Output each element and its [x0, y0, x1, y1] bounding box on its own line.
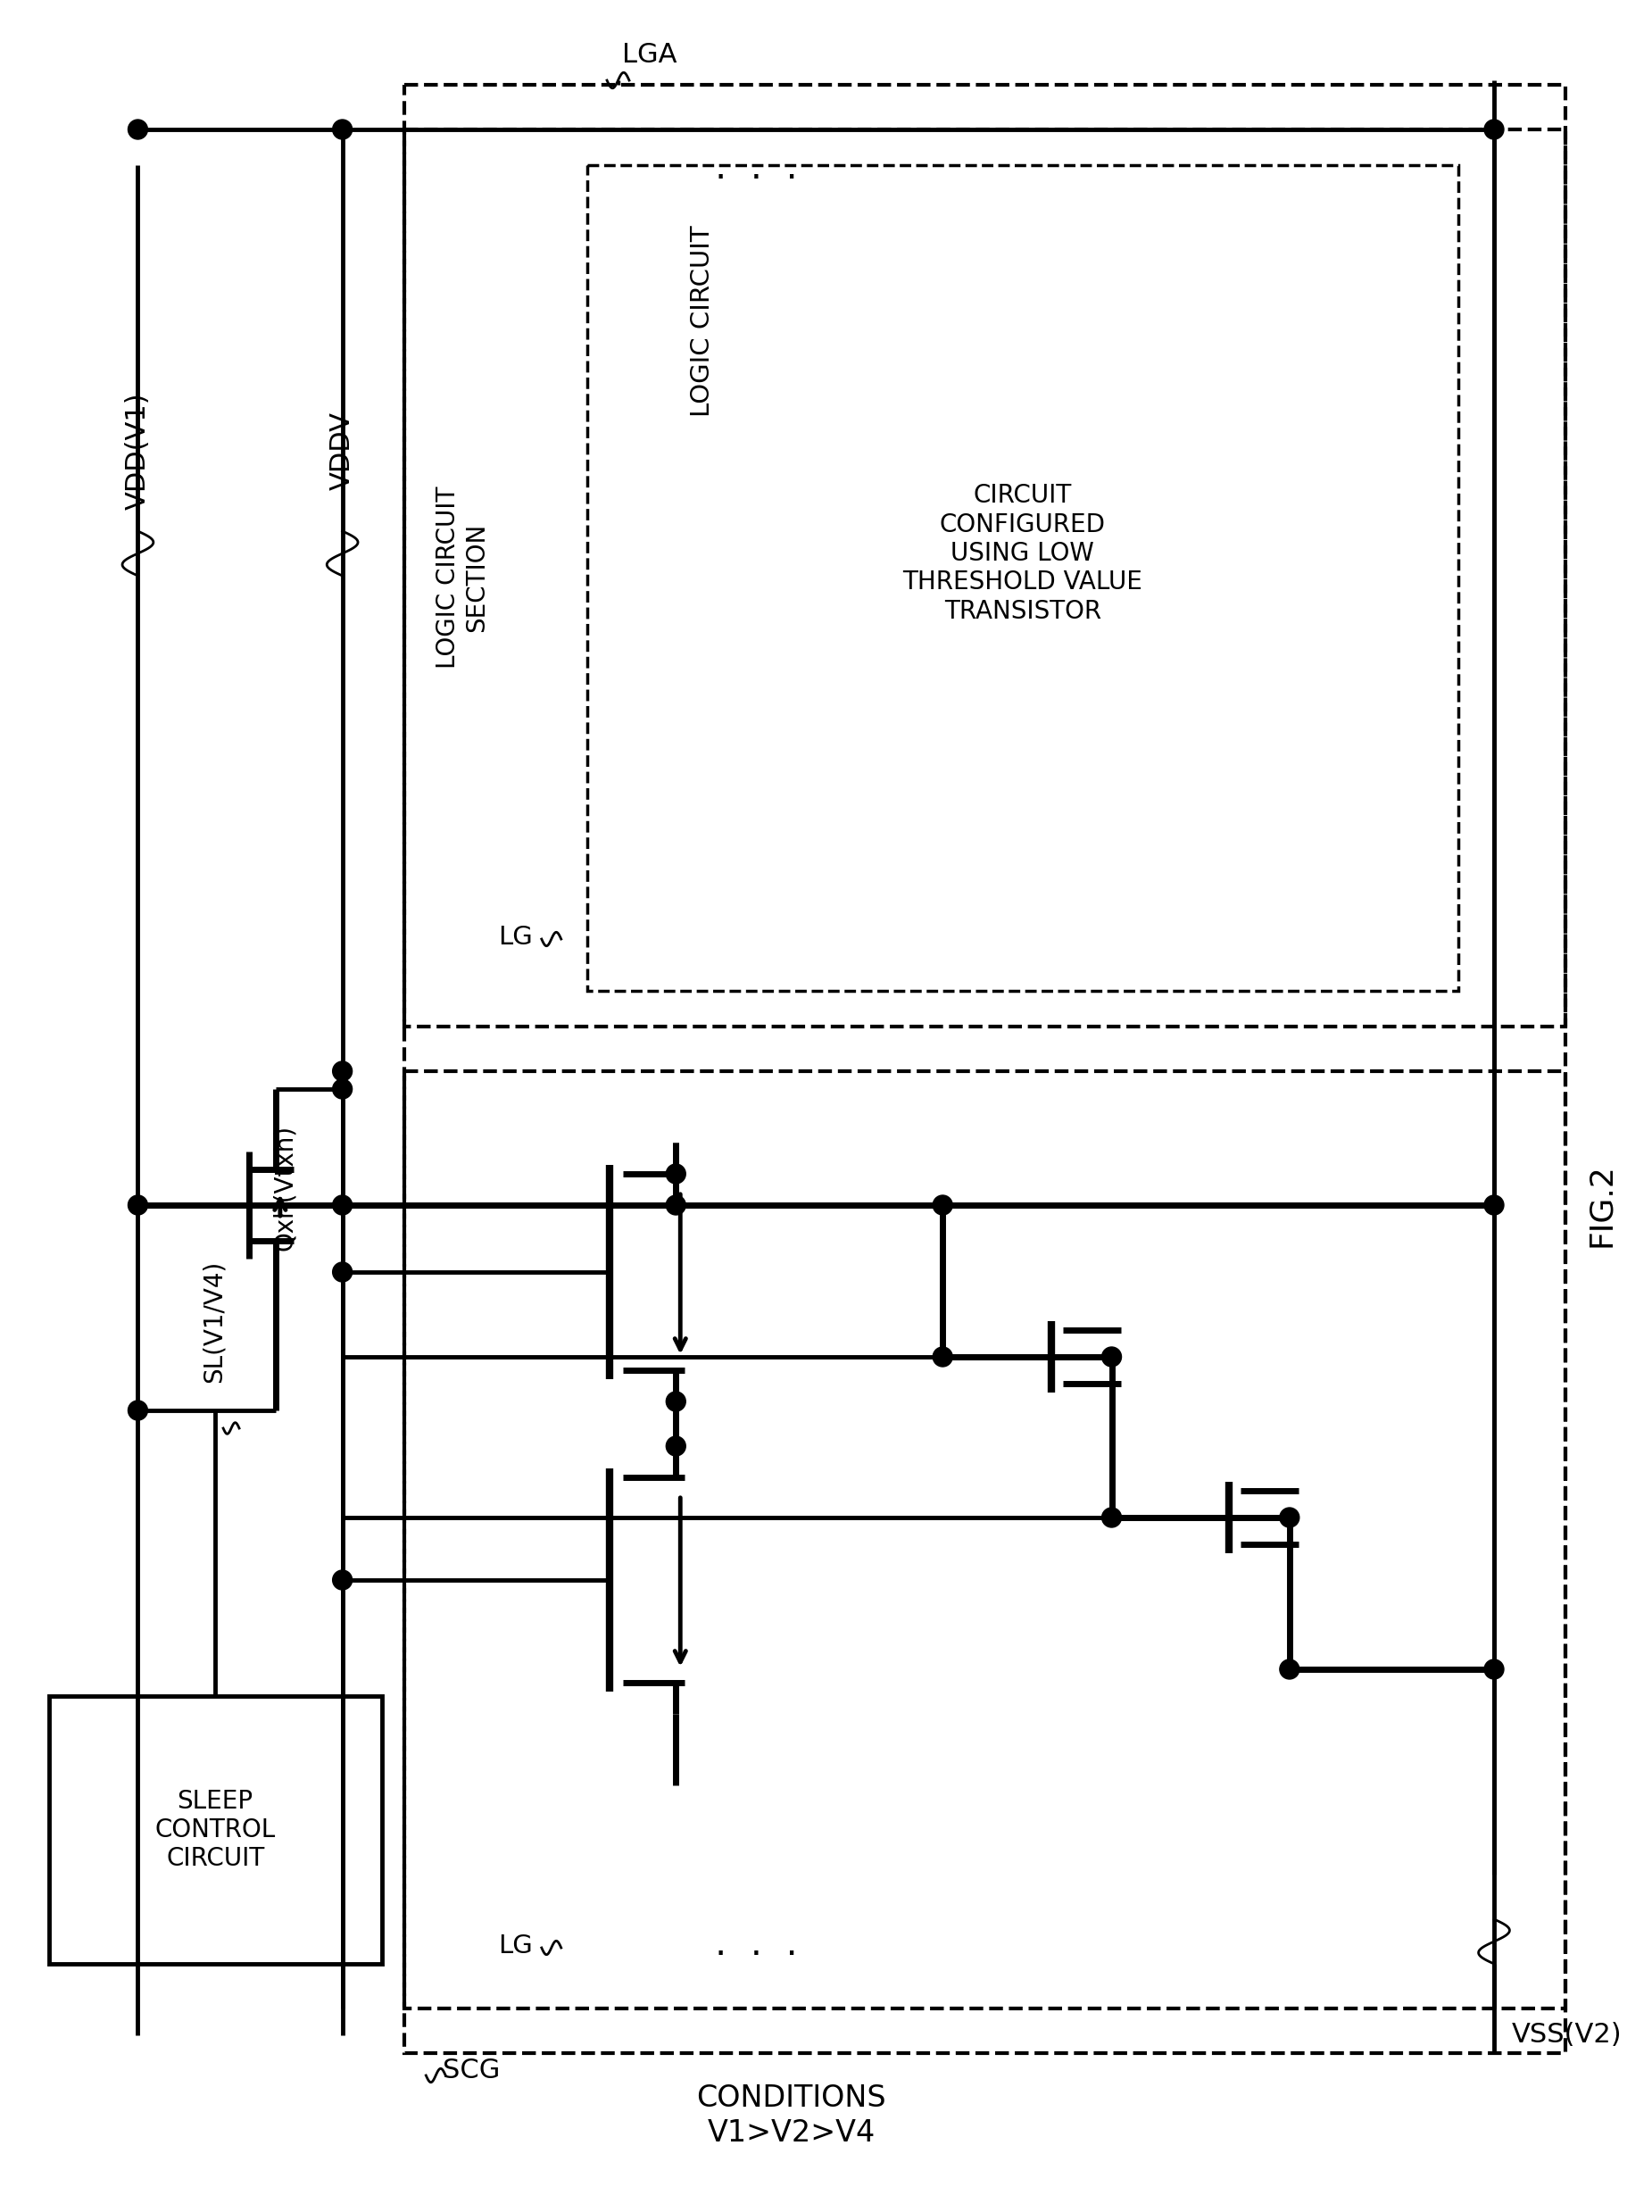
Bar — [405, 1071, 1564, 2008]
Text: LG: LG — [499, 1933, 534, 1958]
Circle shape — [332, 1062, 352, 1082]
Circle shape — [1102, 1347, 1122, 1367]
Text: LG: LG — [499, 925, 534, 949]
Circle shape — [332, 1079, 352, 1099]
Text: LGA: LGA — [621, 42, 677, 69]
Circle shape — [332, 1194, 352, 1214]
Text: FIG.2: FIG.2 — [1586, 1164, 1616, 1248]
Circle shape — [332, 1571, 352, 1590]
Text: VSS(V2): VSS(V2) — [1512, 2022, 1622, 2048]
Circle shape — [666, 1391, 686, 1411]
Circle shape — [129, 119, 147, 139]
Bar — [405, 84, 1564, 2053]
Circle shape — [933, 1347, 953, 1367]
Circle shape — [1483, 1194, 1503, 1214]
Circle shape — [1102, 1509, 1122, 1526]
Bar — [586, 166, 1459, 991]
Text: LOGIC CIRCUIT: LOGIC CIRCUIT — [691, 226, 715, 418]
Text: SLEEP
CONTROL
CIRCUIT: SLEEP CONTROL CIRCUIT — [155, 1790, 276, 1871]
Text: VDD(V1): VDD(V1) — [126, 392, 150, 509]
Text: Qxh(Vtxh): Qxh(Vtxh) — [273, 1124, 297, 1250]
Text: ·  ·  ·: · · · — [715, 1936, 798, 1973]
Text: CIRCUIT
CONFIGURED
USING LOW
THRESHOLD VALUE
TRANSISTOR: CIRCUIT CONFIGURED USING LOW THRESHOLD V… — [902, 482, 1143, 624]
Circle shape — [666, 1194, 686, 1214]
Circle shape — [1280, 1509, 1298, 1526]
Text: ·  ·  ·: · · · — [715, 159, 798, 197]
Circle shape — [666, 1164, 686, 1183]
Circle shape — [1483, 1659, 1503, 1679]
Circle shape — [332, 119, 352, 139]
Circle shape — [332, 1263, 352, 1281]
Circle shape — [933, 1194, 953, 1214]
Circle shape — [1483, 119, 1503, 139]
Text: CONDITIONS
V1>V2>V4: CONDITIONS V1>V2>V4 — [697, 2084, 887, 2148]
Circle shape — [129, 1400, 147, 1420]
Circle shape — [129, 1194, 147, 1214]
Circle shape — [666, 1436, 686, 1455]
Text: SL(V1/V4): SL(V1/V4) — [202, 1261, 226, 1382]
Text: VDDV: VDDV — [329, 411, 355, 491]
Text: LOGIC CIRCUIT
SECTION: LOGIC CIRCUIT SECTION — [436, 487, 489, 668]
Circle shape — [1280, 1659, 1298, 1679]
Bar — [50, 1697, 382, 1964]
Bar — [405, 131, 1564, 1026]
Text: SCG: SCG — [443, 2057, 501, 2084]
